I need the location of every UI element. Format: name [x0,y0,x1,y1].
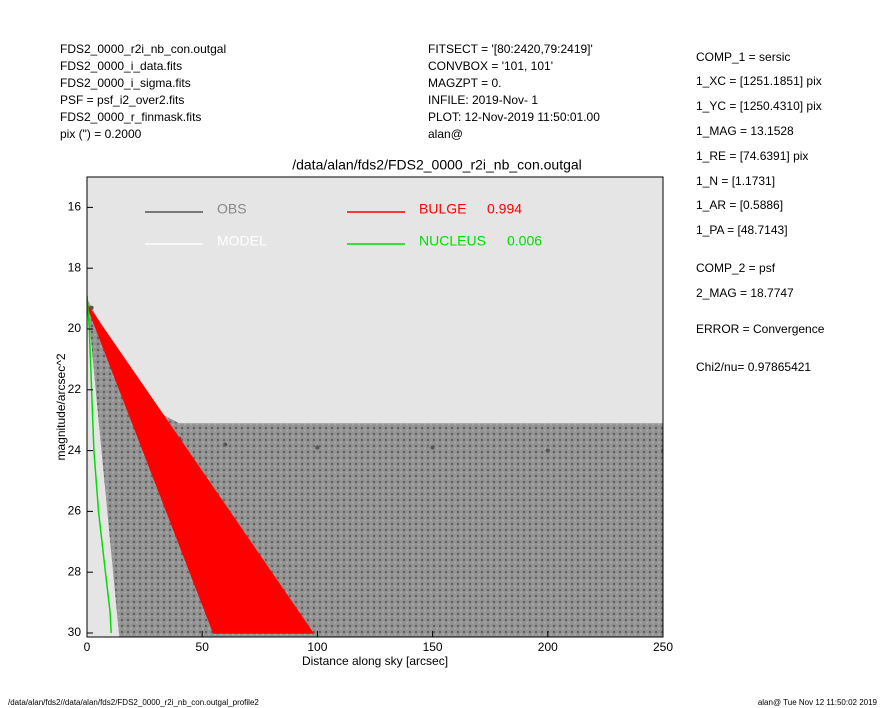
y-tick-label: 24 [68,443,82,457]
y-tick-label: 20 [68,321,82,335]
header-left-line: pix (") = 0.2000 [60,127,142,141]
fit-parameter: COMP_1 = sersic [696,50,790,64]
fit-parameter: Chi2/nu= 0.97865421 [696,360,811,374]
fit-parameter: ERROR = Convergence [696,322,825,336]
legend-label: BULGE [419,201,466,217]
legend-label: NUCLEUS [419,233,486,249]
x-tick-label: 200 [538,640,558,654]
chart-title: /data/alan/fds2/FDS2_0000_r2i_nb_con.out… [292,157,582,173]
y-tick-label: 18 [68,260,82,274]
header-left-line: FDS2_0000_i_data.fits [60,59,182,73]
y-axis-label: magnitude/arcsec^2 [54,353,68,460]
nucleus-line [87,295,112,634]
y-tick-label: 28 [68,564,82,578]
y-tick-label: 30 [68,625,82,639]
footer-left: /data/alan/fds2//data/alan/fds2/FDS2_000… [8,698,259,707]
fit-parameter: 1_MAG = 13.1528 [696,124,794,138]
fit-parameter: 1_RE = [74.6391] pix [696,149,808,163]
obs-point [223,442,228,447]
x-tick-label: 100 [307,640,327,654]
plot-frame [86,176,664,638]
x-tick-label: 250 [653,640,673,654]
x-tick-label: 150 [423,640,443,654]
bulge-wedge [87,304,315,634]
y-tick-label: 26 [68,504,82,518]
legend-label: OBS [217,201,247,217]
x-axis-label: Distance along sky [arcsec] [302,654,448,668]
fit-parameter: 1_AR = [0.5886] [696,198,783,212]
fit-parameter: 1_YC = [1250.4310] pix [696,99,822,113]
legend-fraction: 0.006 [507,233,542,249]
footer-right: alan@ Tue Nov 12 11:50:02 2019 [758,698,878,707]
fit-parameter: 2_MAG = 18.7747 [696,286,794,300]
y-tick-label: 16 [68,200,82,214]
fit-parameter: 1_XC = [1251.1851] pix [696,74,822,88]
fit-parameter: 1_PA = [48.7143] [696,223,788,237]
header-middle-line: MAGZPT = 0. [428,76,501,90]
header-left-line: FDS2_0000_r2i_nb_con.outgal [60,42,226,56]
header-middle-line: alan@ [428,127,463,141]
header-middle-line: FITSECT = '[80:2420,79:2419]' [428,42,593,56]
header-left-line: FDS2_0000_r_finmask.fits [60,110,201,124]
fit-parameter: COMP_2 = psf [696,261,776,275]
obs-point [430,445,435,450]
header-middle-line: PLOT: 12-Nov-2019 11:50:01.00 [428,110,600,124]
header-middle-line: CONVBOX = '101, 101' [428,59,553,73]
legend-label: MODEL [217,233,267,249]
header-middle-line: INFILE: 2019-Nov- 1 [428,93,538,107]
header-left-line: FDS2_0000_i_sigma.fits [60,76,191,90]
y-tick-label: 22 [68,382,82,396]
legend-fraction: 0.994 [487,201,522,217]
x-tick-label: 50 [196,640,210,654]
fit-parameter: 1_N = [1.1731] [696,174,775,188]
obs-point [315,445,320,450]
plot-marks [87,295,663,634]
obs-point [545,448,550,453]
x-tick-label: 0 [84,640,91,654]
header-left-line: PSF = psf_i2_over2.fits [60,93,184,107]
